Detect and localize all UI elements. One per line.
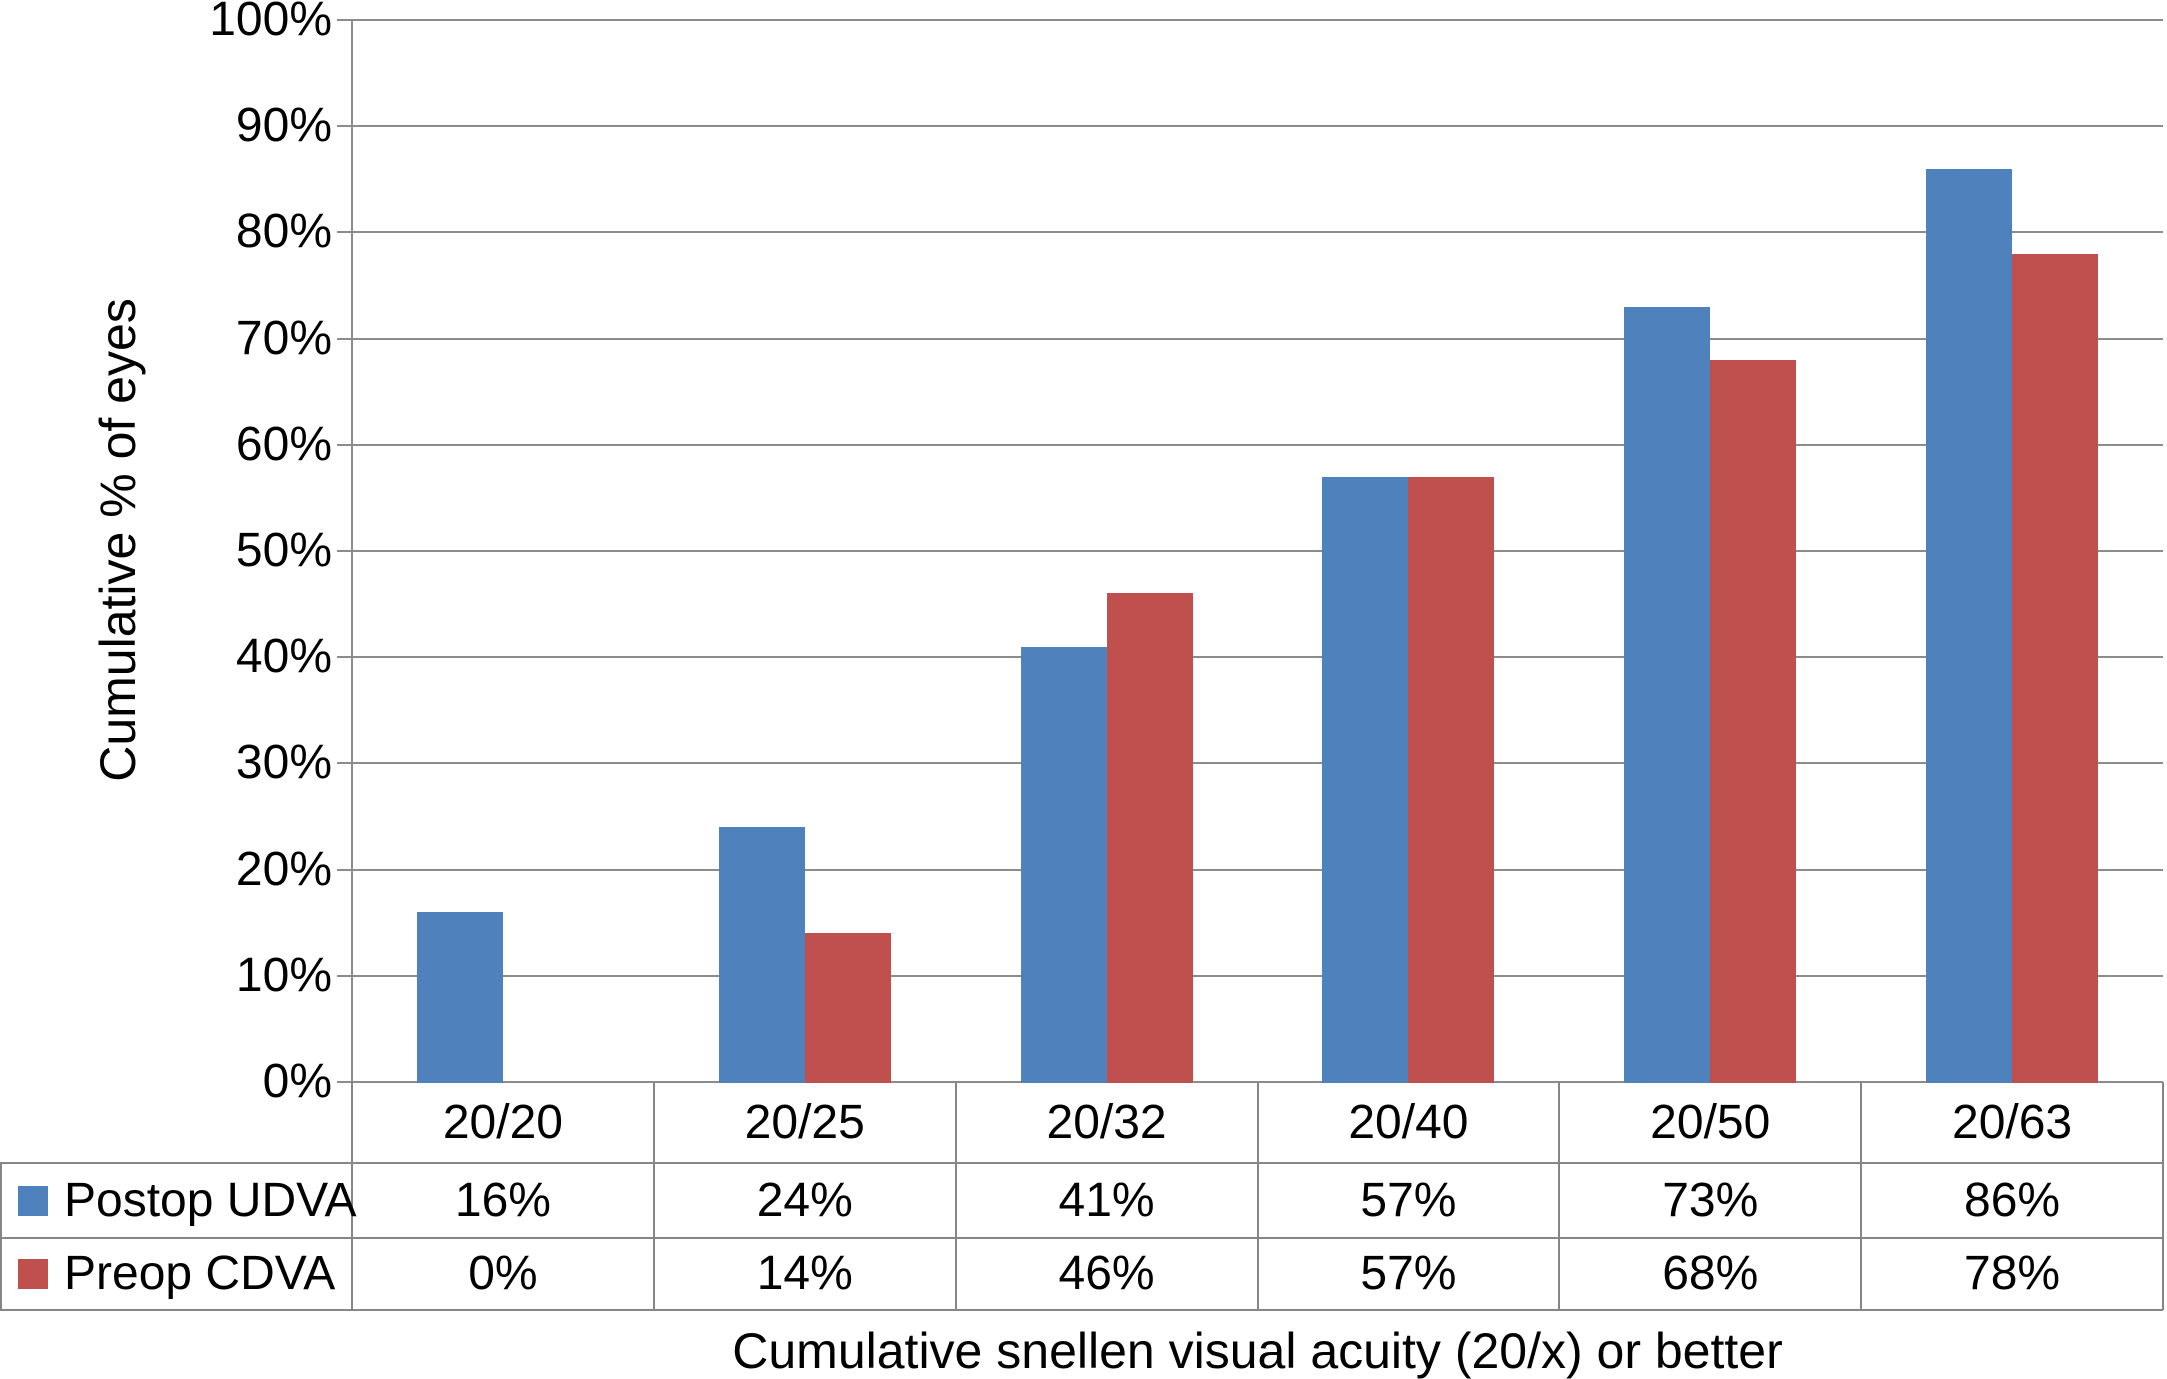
table-vborder-6 <box>1860 1163 1863 1310</box>
table-hborder-2 <box>0 1309 2163 1311</box>
x-axis-title: Cumulative snellen visual acuity (20/x) … <box>732 1322 1783 1379</box>
table-vborder-7 <box>2162 1163 2164 1310</box>
table-value: 0% <box>468 1247 538 1300</box>
gridline-60% <box>337 443 2163 446</box>
bar-postop-udva-20-40 <box>1322 476 1409 1083</box>
table-value: 73% <box>1662 1173 1759 1227</box>
table-value: 78% <box>1964 1247 2061 1300</box>
y-tick-label: 0% <box>262 1055 332 1108</box>
bar-preop-cdva-20-32 <box>1106 593 1193 1083</box>
table-hborder-1 <box>0 1237 2163 1239</box>
bar-preop-cdva-20-50 <box>1710 359 1797 1083</box>
table-vborder-3 <box>954 1163 957 1310</box>
bar-preop-cdva-20-25 <box>804 933 891 1083</box>
gridline-70% <box>337 337 2163 340</box>
category-divider-3 <box>1256 1082 1259 1163</box>
legend-key-icon <box>18 1185 48 1216</box>
table-vborder-4 <box>1256 1163 1259 1310</box>
y-tick-label: 10% <box>235 948 332 1002</box>
table-vborder-5 <box>1558 1163 1561 1310</box>
table-value: 57% <box>1360 1247 1457 1300</box>
bar-postop-udva-20-63 <box>1926 168 2013 1083</box>
gridline-10% <box>337 974 2163 977</box>
category-divider-4 <box>1558 1082 1561 1163</box>
legend-cell-postop-udva: Postop UDVA <box>0 1163 357 1238</box>
legend-label: Postop UDVA <box>64 1173 357 1227</box>
y-axis-title: Cumulative % of eyes <box>90 298 146 782</box>
table-value: 46% <box>1058 1247 1155 1300</box>
bar-postop-udva-20-25 <box>718 827 805 1083</box>
gridline-100% <box>337 19 2163 21</box>
category-label: 20/63 <box>1952 1095 2073 1149</box>
gridline-40% <box>337 656 2163 659</box>
legend-label: Preop CDVA <box>64 1247 336 1300</box>
category-divider-6 <box>2162 1082 2164 1163</box>
category-label: 20/40 <box>1348 1095 1469 1149</box>
y-tick-label: 50% <box>235 524 332 577</box>
gridline-90% <box>337 125 2163 128</box>
category-divider-0 <box>351 1082 353 1163</box>
category-label: 20/32 <box>1046 1095 1167 1149</box>
y-axis-line <box>351 20 353 1082</box>
bar-preop-cdva-20-63 <box>2012 253 2099 1083</box>
category-divider-2 <box>954 1082 957 1163</box>
category-label: 20/20 <box>442 1095 563 1149</box>
table-value: 86% <box>1964 1173 2061 1227</box>
category-label: 20/50 <box>1650 1095 1771 1149</box>
category-divider-1 <box>652 1082 655 1163</box>
table-value: 24% <box>756 1173 853 1227</box>
legend-key-icon <box>18 1259 48 1289</box>
table-vborder-2 <box>652 1163 655 1310</box>
gridline-80% <box>337 231 2163 234</box>
table-vborder-0 <box>0 1163 2 1310</box>
category-label: 20/25 <box>744 1095 865 1149</box>
y-tick-label: 70% <box>235 311 332 365</box>
gridline-0% <box>337 1081 2163 1083</box>
gridline-30% <box>337 762 2163 765</box>
y-tick-label: 80% <box>235 205 332 259</box>
bar-preop-cdva-20-40 <box>1408 476 1495 1083</box>
y-tick-label: 60% <box>235 417 332 471</box>
y-tick-label: 40% <box>235 630 332 684</box>
table-hborder-0 <box>0 1162 2163 1164</box>
y-tick-label: 90% <box>235 99 332 153</box>
legend-cell-preop-cdva: Preop CDVA <box>0 1238 352 1310</box>
bar-postop-udva-20-50 <box>1624 306 1711 1083</box>
table-value: 41% <box>1058 1173 1155 1227</box>
bar-postop-udva-20-32 <box>1020 646 1107 1083</box>
table-value: 68% <box>1662 1247 1759 1300</box>
table-value: 57% <box>1360 1173 1457 1227</box>
y-tick-label: 20% <box>235 842 332 896</box>
gridline-50% <box>337 550 2163 552</box>
gridline-20% <box>337 868 2163 871</box>
table-value: 14% <box>756 1247 853 1300</box>
bar-postop-udva-20-20 <box>416 912 503 1083</box>
table-vborder-1 <box>351 1163 353 1310</box>
category-divider-5 <box>1860 1082 1863 1163</box>
y-tick-label: 30% <box>235 736 332 790</box>
y-tick-label: 100% <box>209 0 332 46</box>
table-value: 16% <box>454 1173 551 1227</box>
